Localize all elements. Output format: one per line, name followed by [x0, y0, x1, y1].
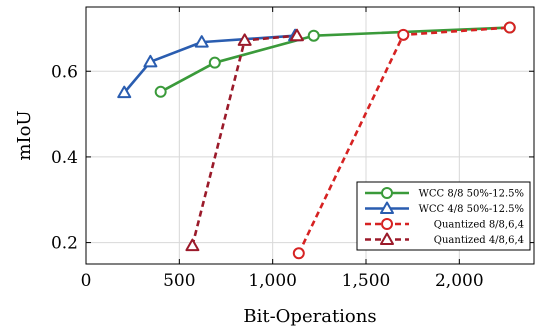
x-tick-label: 2,000 — [435, 271, 484, 291]
x-tick-label: 1,000 — [248, 271, 297, 291]
x-tick-label: 1,500 — [342, 271, 391, 291]
x-tick-label: 0 — [81, 271, 92, 291]
series-1 — [154, 21, 516, 98]
y-axis-title: mIoU — [14, 110, 35, 160]
legend-item: Quantized 4/8,6,4 — [365, 232, 524, 246]
legend-label: Quantized 4/8,6,4 — [434, 235, 524, 246]
data-point-marker — [117, 85, 132, 99]
y-tick-label: 0.2 — [51, 234, 78, 254]
x-axis-title: Bit-Operations — [243, 306, 376, 327]
plot-area-frame — [85, 6, 535, 265]
legend-marker — [381, 218, 393, 230]
data-point-marker — [194, 35, 209, 48]
data-point-marker — [154, 85, 167, 98]
y-tick-label: 0.4 — [51, 148, 78, 168]
data-point-marker — [292, 247, 305, 260]
data-point-marker — [503, 21, 516, 34]
series-layer — [117, 21, 516, 260]
legend-marker — [380, 232, 394, 245]
legend-item: Quantized 8/8,6,4 — [365, 218, 524, 231]
legend-marker — [380, 201, 394, 214]
data-point-marker — [307, 29, 320, 42]
legend-marker — [381, 187, 393, 199]
data-point-marker — [289, 28, 304, 42]
legend-label: WCC 4/8 50%-12.5% — [419, 204, 524, 215]
data-point-marker — [143, 54, 158, 68]
x-tick-label: 500 — [163, 271, 195, 291]
axis-ticks: 0 500 1,000 1,500 2,000 0.2 0.4 0.6 — [51, 7, 534, 291]
legend: WCC 8/8 50%-12.5% WCC 4/8 50%-12.5% Quanti… — [356, 181, 531, 251]
legend-item: WCC 4/8 50%-12.5% — [365, 201, 524, 215]
series-line — [160, 26, 510, 93]
data-point-marker — [185, 238, 200, 252]
series-3 — [292, 21, 516, 260]
legend-item: WCC 8/8 50%-12.5% — [365, 187, 524, 200]
data-point-marker — [237, 33, 252, 46]
y-tick-label: 0.6 — [51, 62, 78, 82]
legend-label: WCC 8/8 50%-12.5% — [419, 189, 524, 200]
data-point-marker — [397, 28, 410, 41]
data-point-marker — [208, 56, 221, 69]
legend-label: Quantized 8/8,6,4 — [434, 220, 524, 231]
series-4 — [185, 28, 304, 252]
